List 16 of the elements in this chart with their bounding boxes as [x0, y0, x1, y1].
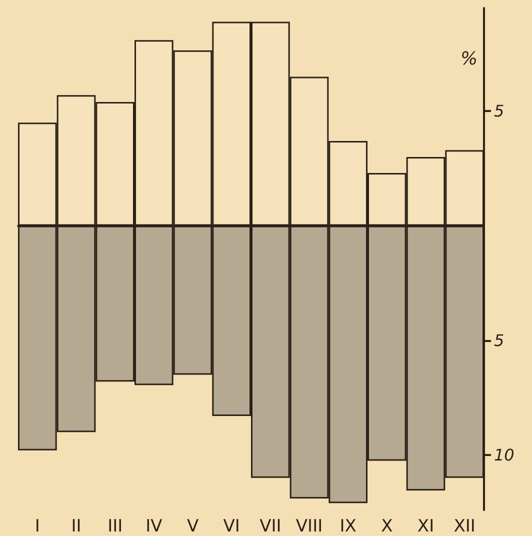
- y-tick-label: 5: [494, 330, 504, 350]
- x-tick-label: IX: [340, 516, 357, 536]
- x-tick-label: XI: [417, 516, 434, 536]
- x-tick-label: IV: [146, 516, 163, 536]
- y-axis-title: %: [460, 48, 478, 70]
- x-tick-label: X: [381, 516, 394, 536]
- x-tick-label: VI: [223, 516, 240, 536]
- x-tick-label: III: [108, 516, 123, 536]
- x-tick-label: VIII: [296, 516, 323, 536]
- x-tick-label: VII: [260, 516, 282, 536]
- x-tick-label: II: [71, 516, 82, 536]
- x-tick-label: XII: [454, 516, 476, 536]
- x-tick-label: V: [186, 516, 199, 536]
- y-tick-label: 10: [494, 445, 514, 464]
- y-tick-label: 5: [494, 102, 504, 121]
- x-tick-label: I: [34, 516, 40, 536]
